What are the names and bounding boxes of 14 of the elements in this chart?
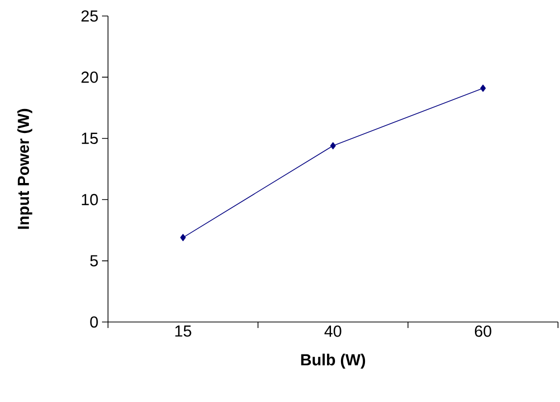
y-tick-label: 15 [82, 132, 98, 144]
y-tick-label: 0 [90, 316, 98, 328]
x-tick-label: 15 [175, 326, 192, 337]
y-tick-label: 10 [82, 194, 98, 206]
y-tick-label: 5 [90, 255, 98, 266]
point [180, 234, 186, 242]
point [480, 84, 486, 92]
y-axis-title: Input Power (W) [17, 108, 32, 229]
y-tick-label: 20 [81, 72, 98, 83]
x-axis-title: Bulb (W) [301, 354, 366, 369]
y-tick-label: 25 [81, 10, 98, 22]
point [330, 142, 336, 150]
x-tick-label: 60 [474, 326, 492, 337]
x-tick-label: 40 [324, 326, 342, 337]
